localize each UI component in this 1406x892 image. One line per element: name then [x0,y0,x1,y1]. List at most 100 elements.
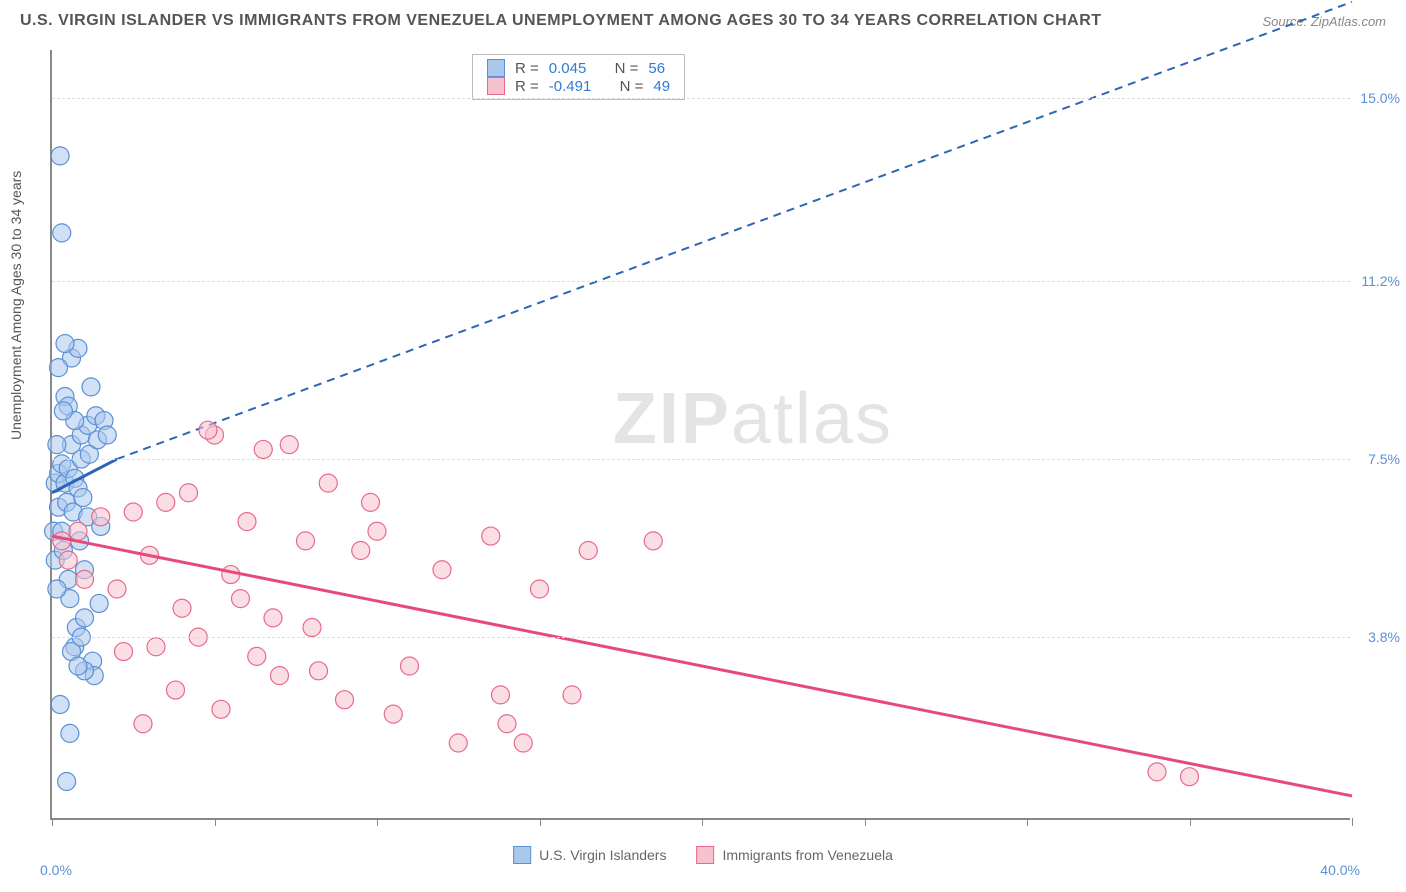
data-point [147,638,165,656]
x-tick [1190,818,1191,826]
source-label: Source: ZipAtlas.com [1262,14,1386,29]
data-point [90,594,108,612]
stats-legend: R = 0.045 N = 56R = -0.491 N = 49 [472,54,685,100]
data-point [58,773,76,791]
gridline [52,637,1350,638]
data-point [51,696,69,714]
data-point [1148,763,1166,781]
title-bar: U.S. VIRGIN ISLANDER VS IMMIGRANTS FROM … [20,12,1386,30]
data-point [1181,768,1199,786]
x-tick [1352,818,1353,826]
data-point [124,503,142,521]
x-tick [1027,818,1028,826]
data-point [579,542,597,560]
trend-line-extrapolated [117,2,1352,459]
data-point [173,599,191,617]
data-point [271,667,289,685]
data-point [53,224,71,242]
data-point [180,484,198,502]
data-point [54,402,72,420]
y-tick-label: 3.8% [1368,629,1400,645]
data-point [108,580,126,598]
data-point [61,724,79,742]
data-point [449,734,467,752]
data-point [303,619,321,637]
data-point [98,426,116,444]
data-point [492,686,510,704]
legend-swatch [696,846,714,864]
stats-swatch [487,77,505,95]
stat-r-value: -0.491 [549,78,592,95]
data-point [48,580,66,598]
data-point [514,734,532,752]
data-point [498,715,516,733]
data-point [352,542,370,560]
data-point [69,522,87,540]
gridline [52,281,1350,282]
stats-swatch [487,59,505,77]
data-point [384,705,402,723]
data-point [53,532,71,550]
x-tick [540,818,541,826]
data-point [238,513,256,531]
data-point [82,378,100,396]
data-point [254,440,272,458]
stat-n-value: 49 [653,78,670,95]
y-axis-label: Unemployment Among Ages 30 to 34 years [8,171,24,440]
data-point [56,335,74,353]
x-tick [215,818,216,826]
y-tick-label: 15.0% [1360,90,1400,106]
legend-label: Immigrants from Venezuela [722,847,892,863]
x-tick [702,818,703,826]
stats-row: R = -0.491 N = 49 [487,77,670,95]
stat-n-label: N = [620,78,644,95]
data-point [433,561,451,579]
data-point [362,493,380,511]
data-point [50,359,68,377]
legend-item: Immigrants from Venezuela [696,846,892,864]
chart-title: U.S. VIRGIN ISLANDER VS IMMIGRANTS FROM … [20,12,1102,30]
y-tick-label: 11.2% [1361,273,1400,289]
stat-r-value: 0.045 [549,60,587,77]
data-point [212,700,230,718]
data-point [48,436,66,454]
stat-r-label: R = [515,78,539,95]
data-point [482,527,500,545]
stats-row: R = 0.045 N = 56 [487,59,670,77]
data-point [157,493,175,511]
data-point [92,508,110,526]
trend-line [52,536,1352,796]
x-tick [52,818,53,826]
scatter-svg [52,50,1350,818]
data-point [280,436,298,454]
stat-n-label: N = [615,60,639,77]
data-point [115,643,133,661]
data-point [69,657,87,675]
x-tick [865,818,866,826]
data-point [51,147,69,165]
data-point [59,551,77,569]
stat-n-value: 56 [648,60,665,77]
plot-area: ZIPatlas R = 0.045 N = 56R = -0.491 N = … [50,50,1350,820]
data-point [401,657,419,675]
data-point [297,532,315,550]
x-max-label: 40.0% [1320,862,1360,878]
data-point [232,590,250,608]
data-point [644,532,662,550]
data-point [310,662,328,680]
stat-r-label: R = [515,60,539,77]
data-point [531,580,549,598]
y-tick-label: 7.5% [1368,451,1400,467]
x-tick [377,818,378,826]
data-point [264,609,282,627]
data-point [248,647,266,665]
gridline [52,98,1350,99]
data-point [134,715,152,733]
data-point [319,474,337,492]
data-point [74,489,92,507]
gridline [52,459,1350,460]
data-point [336,691,354,709]
x-min-label: 0.0% [40,862,72,878]
data-point [368,522,386,540]
data-point [167,681,185,699]
